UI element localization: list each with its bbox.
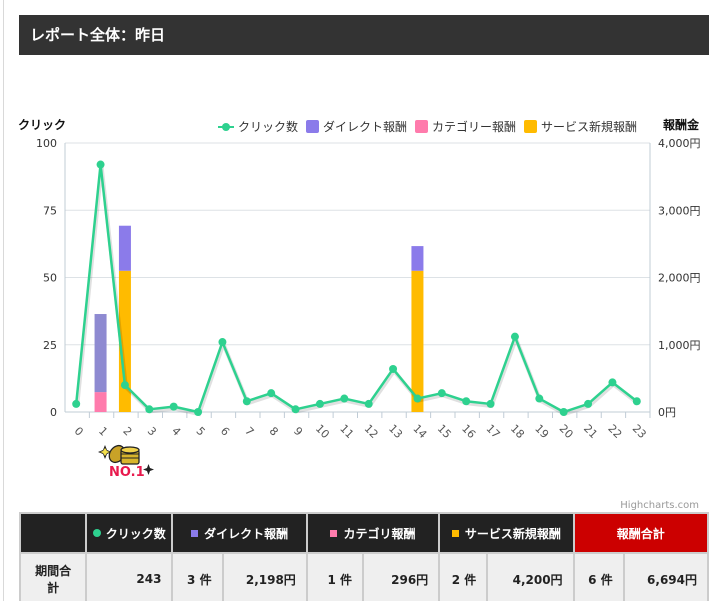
summary-table: クリック数 ダイレクト報酬 カテゴリ報酬 サービス新規報酬 報酬合計 期間合計 … xyxy=(18,512,710,601)
left-border xyxy=(3,0,4,601)
legend-item-direct[interactable]: ダイレクト報酬 xyxy=(305,118,407,135)
svg-text:23: 23 xyxy=(630,422,649,441)
svg-text:75: 75 xyxy=(43,204,57,217)
y-axis-title: クリック xyxy=(18,118,67,132)
svg-text:20: 20 xyxy=(557,422,576,441)
svg-text:3: 3 xyxy=(145,424,159,438)
row-label: 期間合計 xyxy=(18,552,88,601)
clicks-total: 243 xyxy=(85,552,174,601)
table-row: 期間合計 243 3 件 2,198円 1 件 296円 2 件 4,200円 … xyxy=(18,552,710,601)
highcharts-credit-link[interactable]: Highcharts.com xyxy=(620,500,699,511)
header-service: サービス新規報酬 xyxy=(438,512,575,554)
svg-text:4: 4 xyxy=(169,424,183,438)
service-count: 2 件 xyxy=(438,552,489,601)
direct-amount: 2,198円 xyxy=(221,552,308,601)
svg-text:10: 10 xyxy=(313,422,332,441)
svg-text:2,000円: 2,000円 xyxy=(658,272,701,285)
square-marker-icon xyxy=(523,120,537,133)
legend-item-service[interactable]: サービス新規報酬 xyxy=(523,118,637,135)
svg-text:8: 8 xyxy=(267,424,281,438)
category-count: 1 件 xyxy=(305,552,364,601)
svg-text:17: 17 xyxy=(483,422,502,441)
service-amount: 4,200円 xyxy=(486,552,575,601)
svg-text:0: 0 xyxy=(72,424,86,438)
svg-text:11: 11 xyxy=(337,422,356,441)
line-marker-icon xyxy=(217,122,234,131)
svg-text:0円: 0円 xyxy=(658,406,676,419)
table-header-row: クリック数 ダイレクト報酬 カテゴリ報酬 サービス新規報酬 報酬合計 xyxy=(18,512,710,554)
svg-text:13: 13 xyxy=(386,422,405,441)
svg-text:25: 25 xyxy=(43,339,57,352)
svg-text:22: 22 xyxy=(605,422,624,441)
svg-text:6: 6 xyxy=(218,424,232,438)
square-icon xyxy=(451,529,459,537)
svg-text:15: 15 xyxy=(435,422,454,441)
y2-axis-title: 報酬金 xyxy=(663,118,700,132)
total-amount: 6,694円 xyxy=(622,552,710,601)
svg-text:7: 7 xyxy=(242,424,256,438)
svg-text:0: 0 xyxy=(50,406,57,419)
svg-text:12: 12 xyxy=(362,422,381,441)
header-total: 報酬合計 xyxy=(572,512,710,554)
svg-text:19: 19 xyxy=(532,422,551,441)
svg-text:9: 9 xyxy=(291,424,305,438)
square-icon xyxy=(191,529,199,537)
legend-item-category[interactable]: カテゴリー報酬 xyxy=(414,118,516,135)
header-category: カテゴリ報酬 xyxy=(305,512,441,554)
direct-count: 3 件 xyxy=(171,552,224,601)
square-marker-icon xyxy=(414,120,428,133)
report-chart: 0 25 50 75 100 0円 1,000円 2,000円 3,000円 4,000円 0 1 2 3… xyxy=(0,100,719,515)
square-marker-icon xyxy=(305,120,319,133)
chart-legend: クリック数 ダイレクト報酬 カテゴリー報酬 サービス新規報酬 xyxy=(217,118,637,135)
svg-text:2: 2 xyxy=(120,424,134,438)
svg-text:18: 18 xyxy=(508,422,527,441)
dot-icon xyxy=(92,528,101,537)
header-direct: ダイレクト報酬 xyxy=(171,512,308,554)
svg-text:5: 5 xyxy=(193,424,207,438)
no1-coin-badge-icon: NO.1 xyxy=(97,442,157,480)
svg-text:50: 50 xyxy=(43,272,57,285)
total-count: 6 件 xyxy=(572,552,625,601)
svg-text:14: 14 xyxy=(410,422,429,441)
svg-text:4,000円: 4,000円 xyxy=(658,137,701,150)
svg-text:21: 21 xyxy=(581,422,600,441)
header-clicks: クリック数 xyxy=(85,512,174,554)
svg-text:100: 100 xyxy=(36,137,57,150)
page-title: レポート全体：昨日 xyxy=(19,15,709,55)
legend-item-clicks[interactable]: クリック数 xyxy=(217,118,298,135)
svg-text:NO.1: NO.1 xyxy=(109,465,145,478)
svg-text:1: 1 xyxy=(96,424,110,438)
svg-text:1,000円: 1,000円 xyxy=(658,339,701,352)
square-icon xyxy=(330,529,338,537)
category-amount: 296円 xyxy=(361,552,441,601)
header-blank xyxy=(18,512,88,554)
svg-text:16: 16 xyxy=(459,422,478,441)
svg-text:3,000円: 3,000円 xyxy=(658,204,701,217)
